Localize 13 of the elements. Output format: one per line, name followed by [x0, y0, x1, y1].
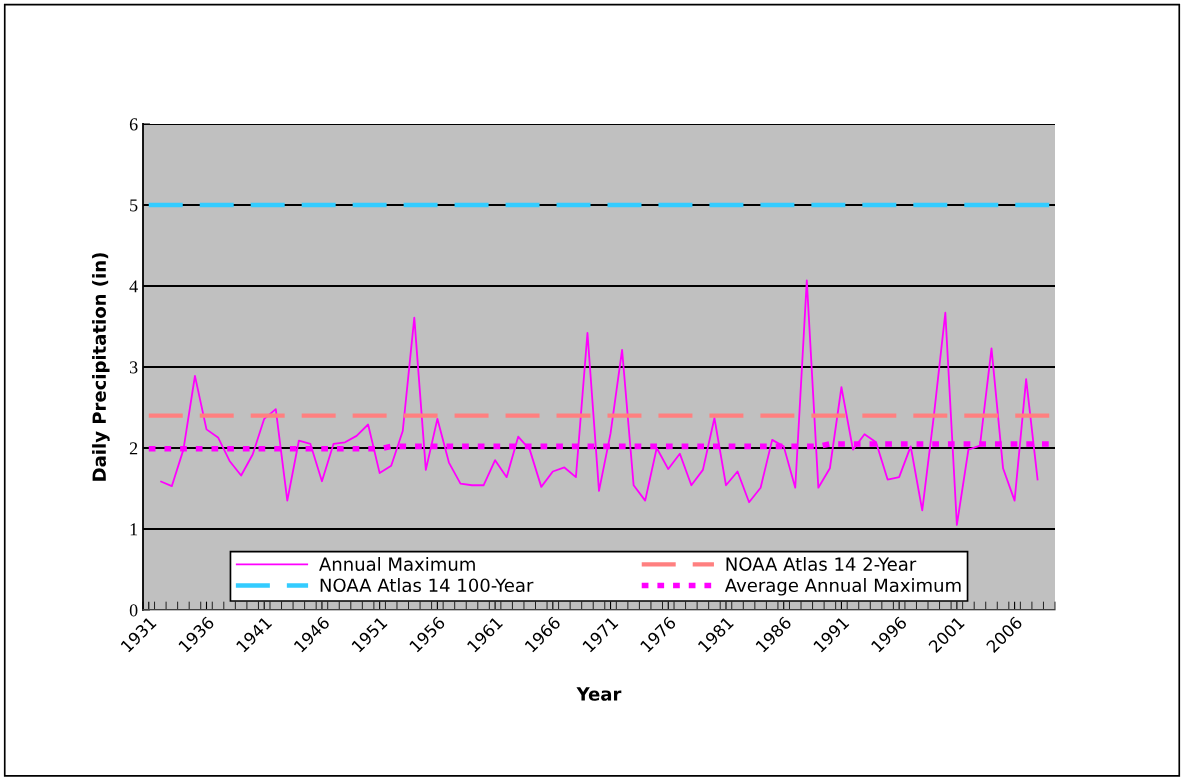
y-tick-label: 3	[129, 361, 138, 374]
y-tick-label: 5	[130, 199, 138, 212]
legend-label: NOAA Atlas 14 2-Year	[726, 557, 917, 571]
x-axis-title: Year	[576, 687, 622, 701]
legend-label: NOAA Atlas 14 100-Year	[320, 578, 534, 593]
y-tick-label: 1	[130, 523, 138, 536]
y-tick-label: 0	[129, 604, 138, 617]
legend-label: Annual Maximum	[319, 557, 475, 571]
y-tick-label: 2	[129, 442, 138, 455]
y-axis-title: Daily Precipitation (in)	[92, 253, 110, 481]
legend-label: Average Annual Maximum	[724, 578, 961, 596]
y-tick-label: 6	[129, 118, 138, 131]
y-tick-label: 4	[129, 280, 138, 293]
